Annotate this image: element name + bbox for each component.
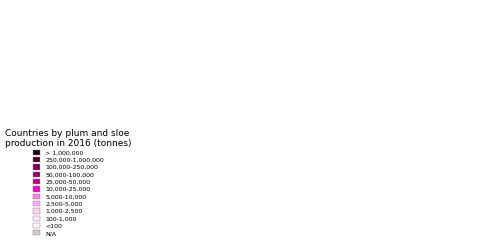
- Legend: > 1,000,000, 250,000-1,000,000, 100,000-250,000, 50,000-100,000, 25,000-50,000, : > 1,000,000, 250,000-1,000,000, 100,000-…: [3, 127, 134, 238]
